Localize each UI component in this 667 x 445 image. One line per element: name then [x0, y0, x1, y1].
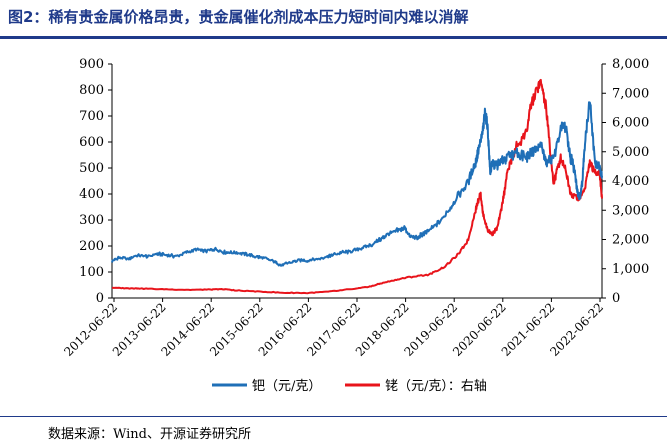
legend: 钯（元/克） 铑（元/克）：右轴: [212, 379, 487, 394]
legend-label-rhodium: 铑（元/克）：右轴: [385, 379, 487, 394]
right-tick-label: 3,000: [612, 203, 649, 218]
left-tick-label: 300: [79, 213, 104, 228]
footer-rule: [0, 416, 667, 417]
right-tick-label: 6,000: [612, 116, 649, 131]
right-tick-label: 0: [612, 291, 620, 306]
left-tick-label: 100: [79, 265, 104, 280]
data-source: 数据来源：Wind、开源证券研究所: [48, 427, 251, 442]
left-tick-label: 900: [79, 57, 104, 72]
left-axis: 0 100 200 300 400 500 600 700 800 900: [79, 57, 112, 306]
right-tick-label: 7,000: [612, 86, 649, 101]
left-tick-label: 700: [79, 109, 104, 124]
chart-frame: [111, 64, 603, 299]
series-layer: [111, 78, 603, 295]
left-tick-label: 0: [96, 291, 104, 306]
title-rule: [0, 36, 667, 39]
right-axis: 0 1,000 2,000 3,000 4,000 5,000 6,000 7,000 8,00…: [602, 57, 649, 306]
right-tick-label: 8,000: [612, 57, 649, 72]
x-axis: 2012-06-222013-06-222014-06-222015-06-22…: [61, 298, 606, 359]
left-tick-label: 800: [79, 83, 104, 98]
left-tick-label: 500: [79, 161, 104, 176]
left-tick-label: 600: [79, 135, 104, 150]
figure-number: 图2：: [8, 8, 49, 26]
right-tick-label: 2,000: [612, 233, 649, 248]
palladium-series-line: [111, 101, 603, 267]
right-tick-label: 1,000: [612, 262, 649, 277]
left-tick-label: 200: [79, 239, 104, 254]
right-tick-label: 4,000: [612, 174, 649, 189]
chart-title: 图2：稀有贵金属价格昂贵，贵金属催化剂成本压力短时间内难以消解: [8, 6, 468, 27]
left-tick-label: 400: [79, 187, 104, 202]
right-tick-label: 5,000: [612, 145, 649, 160]
legend-label-palladium: 钯（元/克）: [252, 379, 321, 394]
rhodium-series-line: [111, 78, 603, 295]
title-text: 稀有贵金属价格昂贵，贵金属催化剂成本压力短时间内难以消解: [48, 8, 469, 26]
